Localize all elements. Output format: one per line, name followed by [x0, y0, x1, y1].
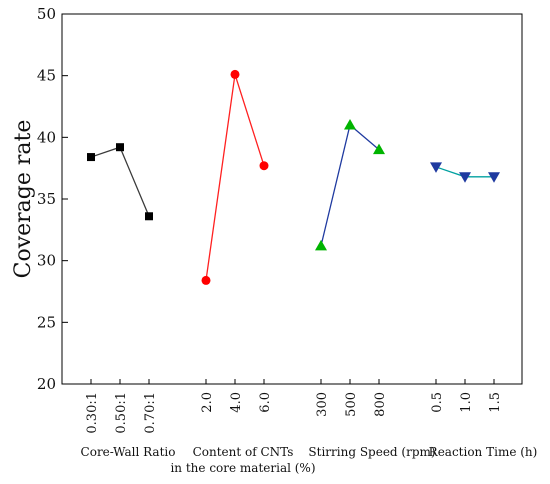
x-tick-label: 4.0 — [229, 392, 244, 413]
cnt-content-point — [201, 275, 211, 285]
y-tick-label: 20 — [37, 375, 56, 393]
y-tick-label: 40 — [37, 128, 56, 146]
y-tick-label: 30 — [37, 252, 56, 270]
y-tick-label: 35 — [37, 190, 56, 208]
x-tick-label: 800 — [373, 392, 388, 417]
x-tick-label: 0.5 — [430, 392, 445, 413]
core-wall-point — [116, 143, 124, 152]
core-wall-group-label: Core-Wall Ratio — [81, 445, 176, 459]
stirring-speed-point — [373, 143, 385, 155]
core-wall-point — [145, 212, 153, 221]
x-tick-label: 500 — [344, 392, 359, 417]
reaction-time-point — [459, 172, 471, 183]
cnt-content-group-label: in the core material (%) — [170, 461, 315, 475]
x-tick-label: 1.0 — [459, 392, 474, 413]
cnt-content-point — [259, 161, 269, 171]
cnt-content-point — [230, 69, 240, 79]
y-axis-label: Coverage rate — [11, 120, 36, 279]
reaction-time-group-label: Reaction Time (h) — [429, 445, 538, 459]
reaction-time-point — [488, 172, 500, 183]
x-tick-label: 0.70:1 — [143, 392, 158, 434]
x-tick-label: 2.0 — [200, 392, 215, 413]
cnt-content-group-label: Content of CNTs — [193, 445, 294, 459]
reaction-time-point — [430, 162, 442, 173]
y-tick-label: 50 — [37, 5, 56, 23]
stirring-speed-group-label: Stirring Speed (rpm) — [308, 445, 435, 459]
x-tick-label: 300 — [315, 392, 330, 417]
x-tick-label: 0.50:1 — [114, 392, 129, 434]
core-wall-point — [87, 153, 95, 162]
plot-area — [61, 13, 523, 385]
y-tick-label: 25 — [37, 313, 56, 331]
x-tick-label: 6.0 — [258, 392, 273, 413]
stirring-speed-point — [315, 239, 327, 251]
x-tick-label: 1.5 — [488, 392, 503, 413]
x-tick-label: 0.30:1 — [85, 392, 100, 434]
stirring-speed-point — [344, 119, 356, 130]
y-tick-label: 45 — [37, 67, 56, 85]
